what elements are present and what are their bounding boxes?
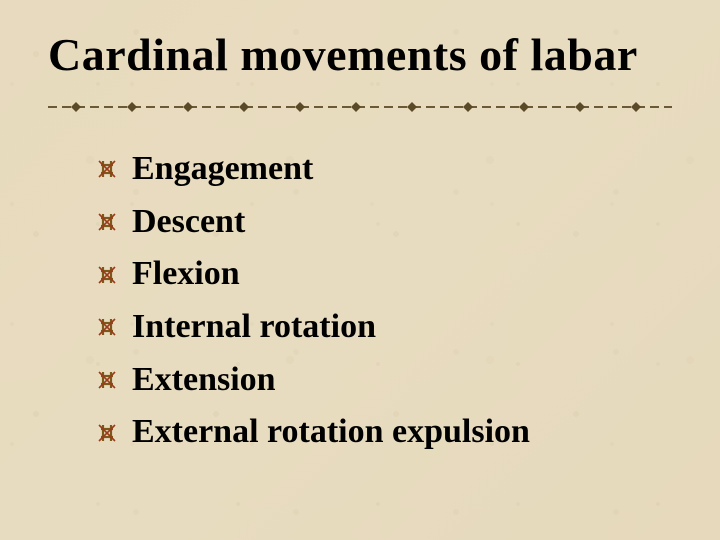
list-item-label: Flexion <box>132 248 240 301</box>
list-item: Extension <box>96 354 672 407</box>
list-item-label: Descent <box>132 196 245 249</box>
list-item-label: External rotation expulsion <box>132 406 530 459</box>
bullet-icon <box>96 264 118 286</box>
list-item: Flexion <box>96 248 672 301</box>
bullet-icon <box>96 316 118 338</box>
bullet-icon <box>96 211 118 233</box>
list-item: Descent <box>96 196 672 249</box>
bullet-icon <box>96 369 118 391</box>
bullet-list: Engagement Descent <box>48 143 672 459</box>
list-item: Engagement <box>96 143 672 196</box>
list-item-label: Internal rotation <box>132 301 376 354</box>
list-item: External rotation expulsion <box>96 406 672 459</box>
slide: Cardinal movements of labar <box>0 0 720 540</box>
title-divider <box>48 99 672 115</box>
list-item-label: Engagement <box>132 143 313 196</box>
list-item: Internal rotation <box>96 301 672 354</box>
bullet-icon <box>96 422 118 444</box>
slide-title: Cardinal movements of labar <box>48 28 672 81</box>
bullet-icon <box>96 158 118 180</box>
list-item-label: Extension <box>132 354 276 407</box>
